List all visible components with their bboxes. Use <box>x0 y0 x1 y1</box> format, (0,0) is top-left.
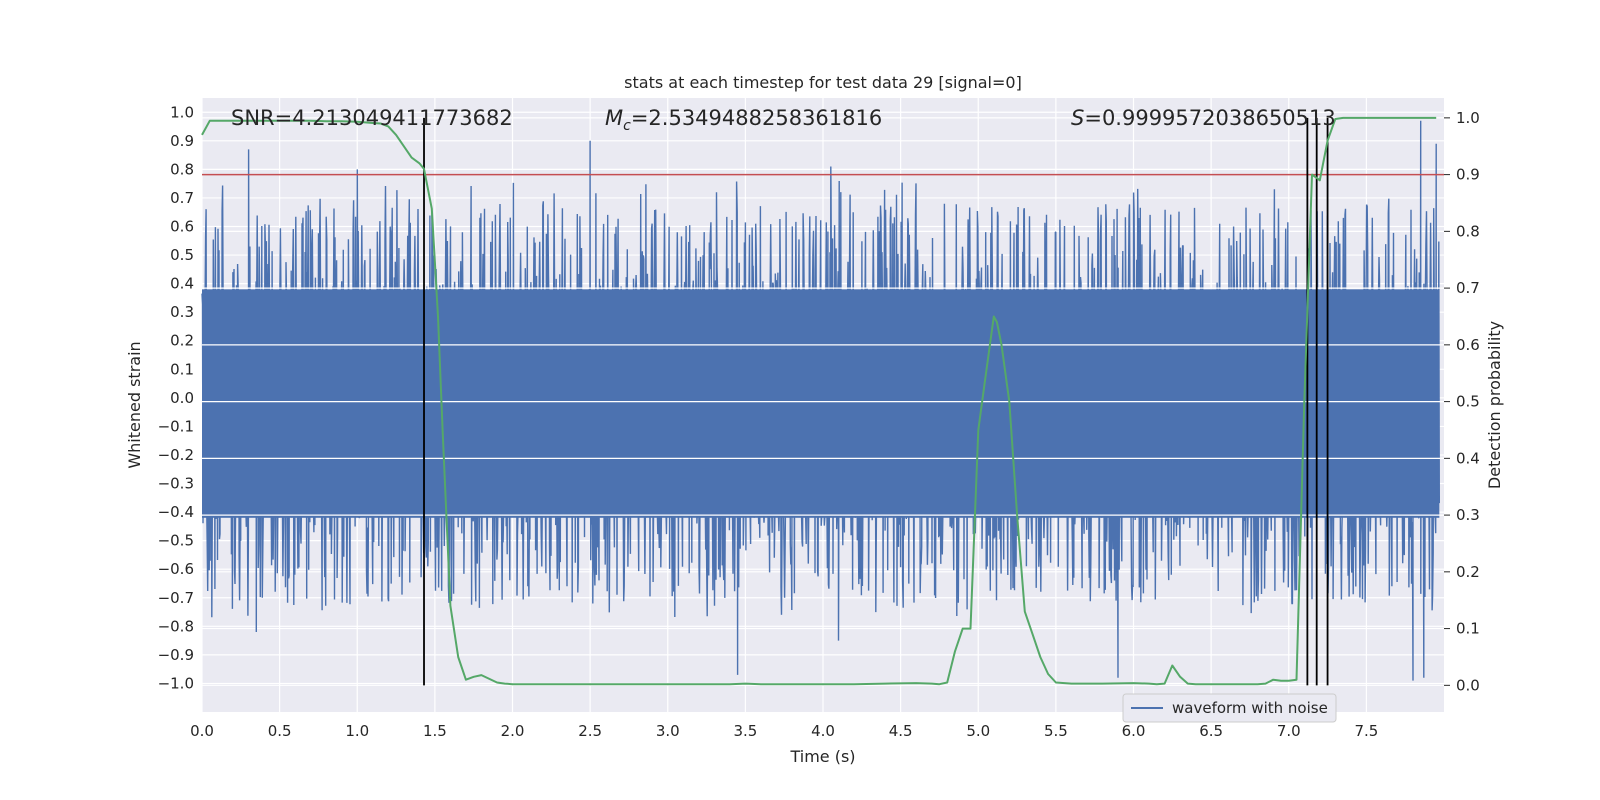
y-tick-label: −1.0 <box>158 674 194 692</box>
score-annotation: S=0.9999572038650513 <box>1071 106 1336 130</box>
chart-title: stats at each timestep for test data 29 … <box>624 73 1022 92</box>
y-tick-label: 0.5 <box>170 246 194 264</box>
legend-box <box>1122 693 1337 723</box>
x-tick-label: 4.5 <box>889 722 913 740</box>
x-tick-label: 5.5 <box>1044 722 1068 740</box>
x-tick-label: 7.0 <box>1277 722 1301 740</box>
y-tick-label: 0.1 <box>170 360 194 378</box>
y-tick-label: 0.6 <box>170 218 194 236</box>
chirp-mass-symbol: M <box>605 106 623 130</box>
y-tick-label: 1.0 <box>170 103 194 121</box>
x-tick-label: 0.0 <box>190 722 214 740</box>
x-tick-label: 1.5 <box>423 722 447 740</box>
y-tick-label: −0.5 <box>158 532 194 550</box>
y-right-tick-label: 0.2 <box>1456 563 1480 581</box>
x-tick-label: 4.0 <box>811 722 835 740</box>
y-tick-label: −0.6 <box>158 560 194 578</box>
waveform-series <box>201 120 1444 681</box>
chirp-mass-value: =2.5349488258361816 <box>631 106 882 130</box>
x-tick-label: 7.5 <box>1354 722 1378 740</box>
ticks-layer: 0.0 0.5 1.0 1.5 2.0 2.5 3.0 3.5 4.0 4.5 5.0 5.5 6.0 6… <box>158 103 1480 740</box>
legend: waveform with noise <box>1122 693 1337 723</box>
x-tick-label: 1.0 <box>345 722 369 740</box>
x-tick-label: 3.5 <box>733 722 757 740</box>
y-tick-label: −0.4 <box>158 503 194 521</box>
y-right-tick-label: 1.0 <box>1456 109 1480 127</box>
waveform-dense-band <box>202 289 1440 518</box>
y-axis-label: Whitened strain <box>125 341 144 468</box>
y-right-tick-label: 0.0 <box>1456 676 1480 694</box>
legend-label: waveform with noise <box>1172 699 1328 717</box>
x-tick-label: 0.5 <box>268 722 292 740</box>
x-tick-label: 2.0 <box>501 722 525 740</box>
overlay-layer <box>201 116 1444 686</box>
y-right-tick-label: 0.5 <box>1456 393 1480 411</box>
x-axis-label: Time (s) <box>789 747 855 766</box>
score-value: =0.9999572038650513 <box>1084 106 1335 130</box>
y-right-tick-label: 0.9 <box>1456 166 1480 184</box>
y-tick-label: 0.7 <box>170 189 194 207</box>
y-tick-label: −0.8 <box>158 617 194 635</box>
y-tick-label: 0.2 <box>170 332 194 350</box>
y-tick-label: 0.8 <box>170 160 194 178</box>
y-tick-label: 0.4 <box>170 275 194 293</box>
snr-annotation: SNR=4.213049411773682 <box>231 106 513 130</box>
score-symbol: S <box>1071 106 1084 130</box>
chirp-mass-annotation: Mc=2.5349488258361816 <box>605 106 882 134</box>
y-right-tick-label: 0.8 <box>1456 222 1480 240</box>
chirp-mass-subscript: c <box>623 118 631 134</box>
y-tick-label: −0.7 <box>158 589 194 607</box>
x-tick-label: 5.0 <box>966 722 990 740</box>
y-tick-label: 0.3 <box>170 303 194 321</box>
y-tick-label: 0.9 <box>170 132 194 150</box>
x-tick-label: 6.5 <box>1199 722 1223 740</box>
y-right-tick-label: 0.4 <box>1456 449 1480 467</box>
probability-line <box>201 116 1437 686</box>
y-tick-label: −0.2 <box>158 446 194 464</box>
x-tick-label: 3.0 <box>656 722 680 740</box>
x-tick-label: 2.5 <box>578 722 602 740</box>
y-tick-label: −0.1 <box>158 417 194 435</box>
y-tick-label: −0.3 <box>158 475 194 493</box>
y-axis-right-label: Detection probability <box>1485 321 1504 489</box>
y-right-tick-label: 0.3 <box>1456 506 1480 524</box>
y-tick-label: 0.0 <box>170 389 194 407</box>
y-right-tick-label: 0.6 <box>1456 336 1480 354</box>
y-right-tick-label: 0.7 <box>1456 279 1480 297</box>
x-tick-label: 6.0 <box>1122 722 1146 740</box>
y-tick-label: −0.9 <box>158 646 194 664</box>
waveform-line <box>201 120 1440 681</box>
y-right-tick-label: 0.1 <box>1456 620 1480 638</box>
